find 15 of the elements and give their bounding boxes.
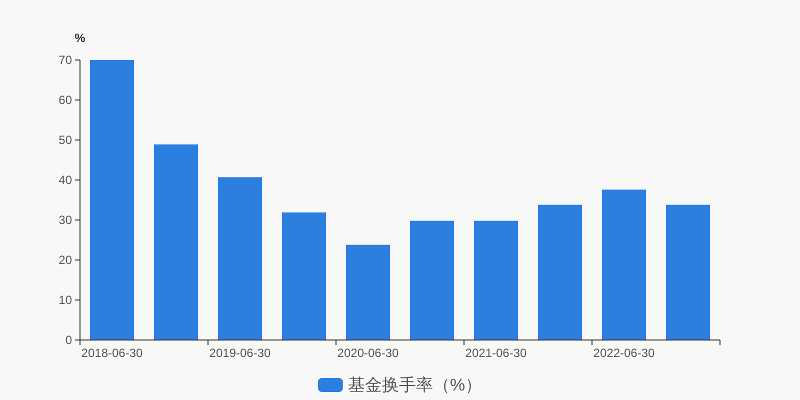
x-tick-label: 2018-06-30	[81, 346, 144, 360]
y-tick-label: 50	[58, 133, 72, 147]
y-axis-title: %	[74, 31, 86, 45]
y-tick-label: 70	[58, 53, 72, 67]
y-tick-label: 0	[65, 333, 72, 347]
x-tick-label: 2019-06-30	[209, 346, 272, 360]
x-tick-label: 2021-06-30	[465, 346, 528, 360]
x-tick-label: 2022-06-30	[593, 346, 656, 360]
y-tick-label: 40	[58, 173, 72, 187]
legend-label: 基金换手率（%）	[348, 376, 482, 394]
x-tick-label: 2020-06-30	[337, 346, 400, 360]
y-tick-label: 30	[58, 213, 72, 227]
y-tick-label: 20	[58, 253, 72, 267]
y-tick-label: 60	[58, 93, 72, 107]
y-tick-label: 10	[58, 293, 72, 307]
